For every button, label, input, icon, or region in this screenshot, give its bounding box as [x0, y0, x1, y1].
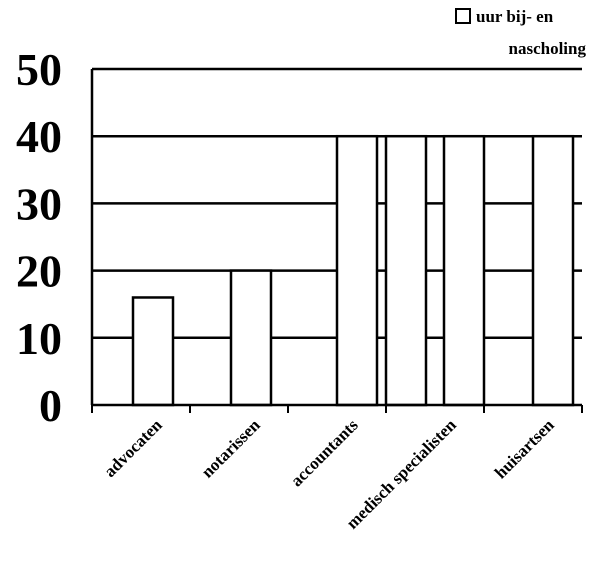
y-tick-label: 20: [16, 246, 62, 297]
legend-swatch: [455, 8, 471, 24]
bar-notarissen: [229, 269, 273, 407]
y-tick-label: 50: [16, 44, 62, 95]
x-tick-label: huisartsen: [491, 415, 558, 482]
bar-advocaten: [131, 296, 175, 407]
axes: [90, 69, 583, 413]
y-tick-label: 10: [16, 313, 62, 364]
y-tick-label: 30: [16, 178, 62, 229]
legend: uur bij- en nascholing: [455, 7, 587, 58]
y-tick-labels: 0 10 20 30 40 50: [16, 44, 62, 431]
x-tick-label: notarissen: [198, 415, 265, 482]
legend-label-line-2: nascholing: [509, 39, 587, 58]
y-tick-label: 0: [39, 380, 62, 431]
legend-label-line-1: uur bij- en: [476, 7, 554, 26]
bar-medisch-specialisten: [442, 134, 486, 407]
x-tick-label: accountants: [287, 415, 362, 490]
y-tick-label: 40: [16, 111, 62, 162]
x-tick-label: advocaten: [100, 415, 166, 481]
bar-huisartsen: [531, 134, 575, 407]
x-tick-label: medisch specialisten: [343, 415, 461, 533]
bars: [131, 134, 575, 407]
bar-accountants: [335, 134, 379, 407]
bar-medisch-specialisten: [384, 134, 428, 407]
